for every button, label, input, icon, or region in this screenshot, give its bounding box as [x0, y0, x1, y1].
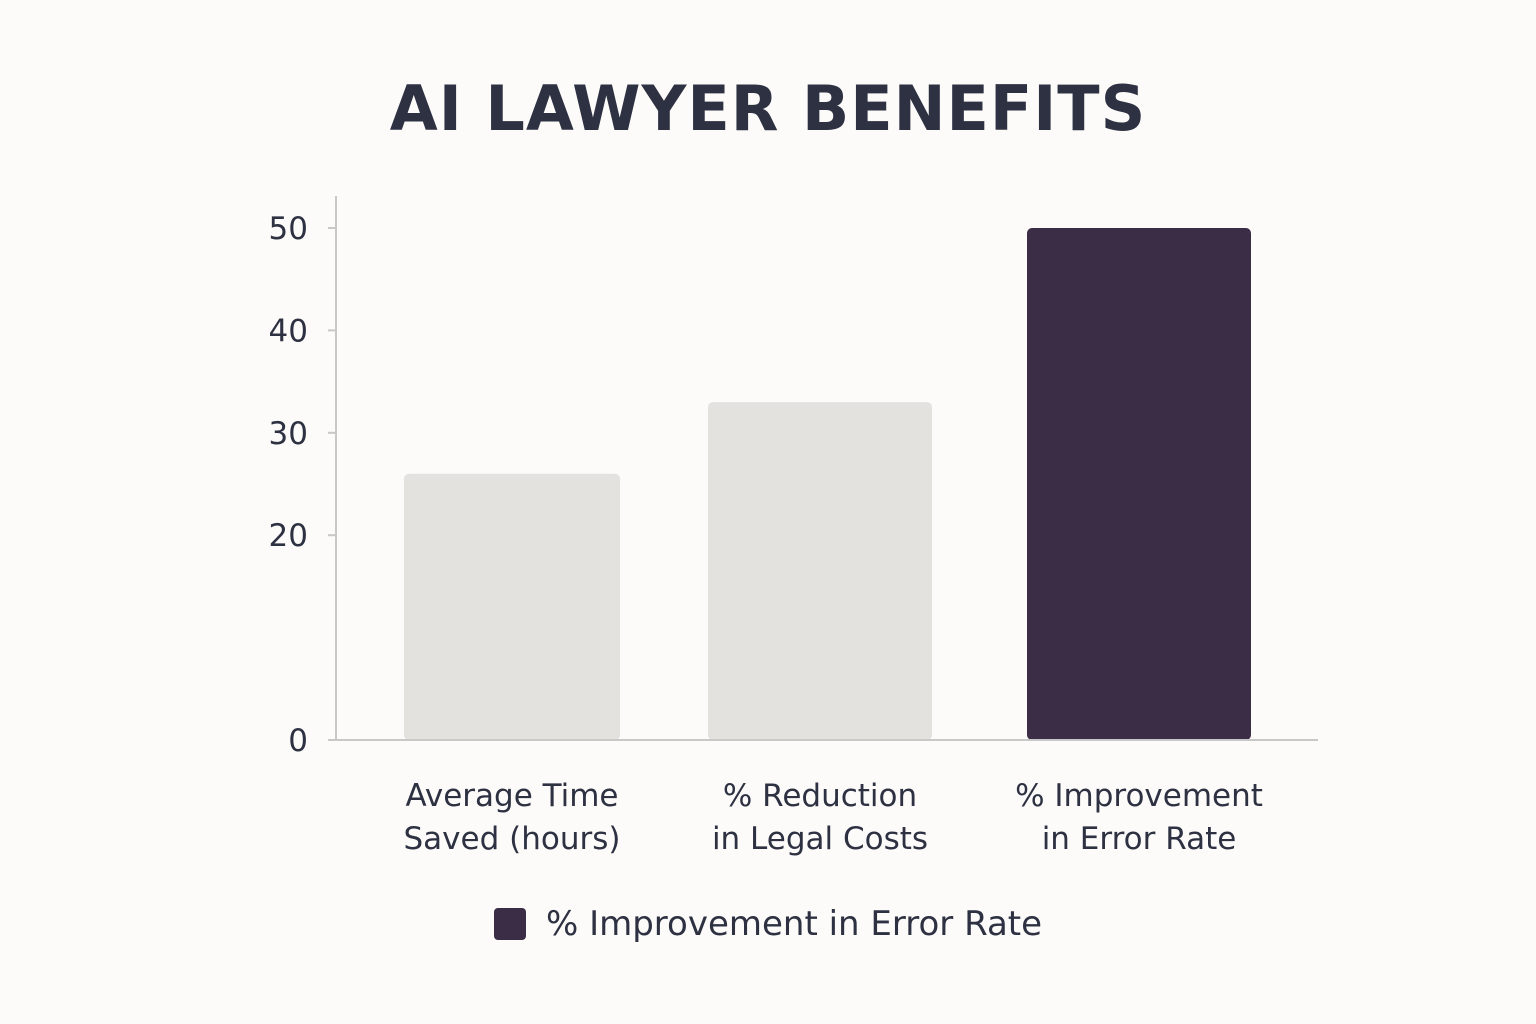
y-tick-label: 30 [269, 416, 308, 452]
legend-swatch [493, 908, 526, 940]
y-tick-label: 20 [269, 518, 308, 554]
legend: % Improvement in Error Rate [0, 904, 1536, 944]
x-category-label: % Reduction in Legal Costs [712, 778, 928, 857]
bars-group [404, 228, 1251, 740]
bar-2 [1027, 228, 1251, 740]
y-tick-label: 40 [269, 313, 308, 349]
bar-1 [708, 402, 932, 740]
y-tick-label: 0 [288, 723, 308, 759]
chart-title: AI LAWYER BENEFITS [389, 72, 1147, 145]
axes [335, 196, 1318, 741]
x-axis-labels: Average Time Saved (hours) % Reduction in L… [404, 778, 1263, 857]
x-category-label: % Improvement in Error Rate [1015, 778, 1263, 857]
x-category-label: Average Time Saved (hours) [404, 778, 621, 857]
y-axis-ticks: 0 20 30 40 50 [269, 211, 336, 759]
y-tick-label: 50 [269, 211, 308, 247]
legend-label: % Improvement in Error Rate [545, 904, 1043, 944]
bar-0 [404, 473, 620, 740]
